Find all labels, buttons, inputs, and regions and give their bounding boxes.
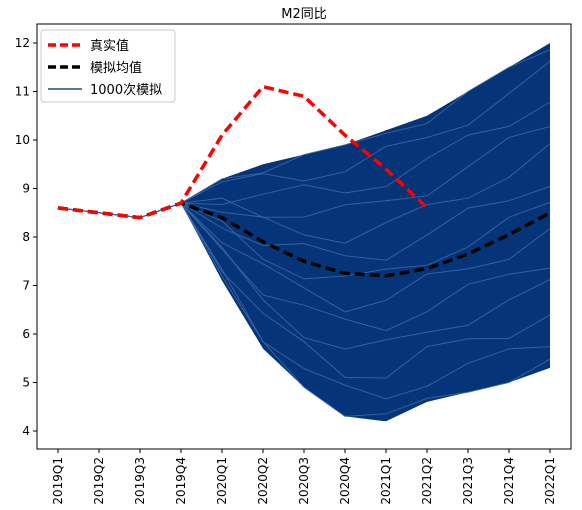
x-axis: 2019Q1 2019Q2 2019Q3 2019Q4 2020Q1 2020Q2 2020…: [51, 449, 557, 505]
y-tick-label-11: 11: [15, 85, 30, 99]
y-tick-label-7: 7: [22, 279, 30, 293]
x-tick-label-2021Q2: 2021Q2: [420, 457, 434, 505]
x-tick-label-2020Q3: 2020Q3: [297, 457, 311, 505]
y-tick-label-12: 12: [15, 36, 30, 50]
x-tick-label-2019Q1: 2019Q1: [51, 457, 65, 505]
y-tick-label-10: 10: [15, 133, 30, 147]
y-tick-label-4: 4: [22, 424, 30, 438]
y-axis: 4 5 6 7 8 9 10 11 12: [15, 36, 37, 438]
x-tick-label-2019Q4: 2019Q4: [174, 457, 188, 505]
x-tick-label-2020Q4: 2020Q4: [338, 457, 352, 505]
x-tick-label-2019Q2: 2019Q2: [92, 457, 106, 505]
x-tick-label-2022Q1: 2022Q1: [543, 457, 557, 505]
x-tick-label-2020Q1: 2020Q1: [215, 457, 229, 505]
series-lines: [57, 49, 551, 417]
simulation-envelope: [181, 43, 550, 422]
legend-label-mean: 模拟均值: [90, 60, 142, 76]
y-tick-label-6: 6: [22, 327, 30, 341]
y-tick-label-9: 9: [22, 182, 30, 196]
legend-box: [40, 29, 176, 103]
x-tick-label-2021Q4: 2021Q4: [502, 457, 516, 505]
legend: 真实值 模拟均值 1000次模拟: [40, 29, 176, 103]
x-tick-label-2019Q3: 2019Q3: [133, 457, 147, 505]
y-tick-label-8: 8: [22, 230, 30, 244]
simulation-band: [181, 43, 550, 422]
x-tick-label-2020Q2: 2020Q2: [256, 457, 270, 505]
y-tick-label-5: 5: [22, 376, 30, 390]
x-tick-label-2021Q1: 2021Q1: [379, 457, 393, 505]
chart-title: M2同比: [281, 7, 327, 22]
legend-label-sim: 1000次模拟: [90, 82, 162, 98]
x-tick-label-2021Q3: 2021Q3: [461, 457, 475, 505]
real-line: [57, 84, 429, 220]
legend-label-real: 真实值: [90, 38, 129, 54]
